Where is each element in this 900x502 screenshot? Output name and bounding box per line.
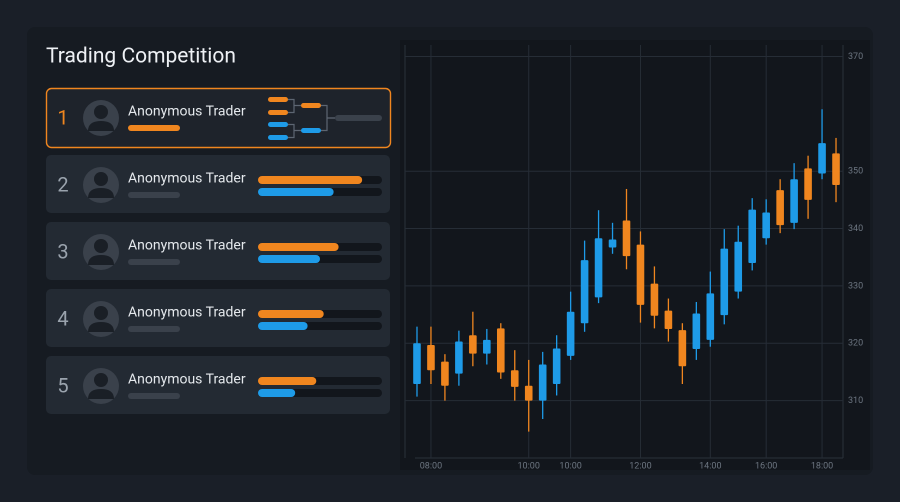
avatar-body: [88, 322, 114, 332]
avatar-head: [94, 306, 108, 320]
candle-body: [664, 310, 673, 329]
candle-body: [650, 283, 659, 316]
candlestick-chart: 310 320 330 340 350 370 08:00 10:00 10:00 12:00 14…: [404, 45, 863, 471]
avatar-body: [88, 188, 114, 198]
rank: 2: [57, 172, 68, 196]
name-underline: [128, 326, 180, 332]
x-tick-label: 14:00: [699, 461, 721, 471]
candle-body: [455, 341, 463, 374]
candle-body: [706, 293, 715, 340]
candle-body: [804, 168, 812, 200]
chart-panel: [400, 40, 870, 470]
candle-body: [552, 348, 561, 385]
row-card: [46, 155, 390, 213]
candle-body: [510, 370, 519, 387]
row-card: [46, 289, 390, 347]
score-bar: [258, 255, 320, 263]
name-underline: [128, 393, 180, 399]
name-underline: [128, 192, 180, 198]
candle-body: [720, 248, 729, 316]
rank: 1: [57, 105, 68, 129]
leaderboard: 1 Anonymous Trader 2 Anonymous Trader 3 Anony…: [45, 87, 392, 414]
candle-body: [636, 244, 645, 305]
candle-body: [441, 361, 449, 386]
rank: 3: [57, 239, 68, 263]
candle-body: [594, 238, 603, 298]
avatar-head: [94, 373, 108, 387]
row-card: [46, 356, 390, 414]
candle-body: [734, 241, 743, 292]
score-bar: [258, 322, 308, 330]
candle-body: [692, 313, 701, 350]
leaderboard-row: 4 Anonymous Trader: [46, 289, 390, 347]
score-bar: [258, 243, 339, 251]
trader-name: Anonymous Trader: [128, 305, 246, 321]
y-tick-label: 330: [848, 281, 863, 291]
rank: 5: [57, 373, 68, 397]
name-underline: [128, 125, 180, 131]
avatar-head: [94, 239, 108, 253]
candle-body: [538, 364, 547, 401]
x-tick-label: 16:00: [755, 461, 777, 471]
score-bar: [258, 310, 324, 318]
score-bar: [258, 176, 363, 184]
x-tick-label: 10:00: [559, 461, 581, 471]
row-card: [46, 222, 390, 280]
x-tick-label: 12:00: [629, 461, 651, 471]
title: Trading Competition: [46, 45, 236, 69]
score-bar: [258, 377, 317, 385]
avatar-body: [88, 255, 114, 265]
candle-body: [483, 339, 491, 354]
avatar-head: [94, 172, 108, 186]
x-tick-label: 08:00: [420, 461, 442, 471]
candle-body: [496, 328, 505, 373]
candle-body: [622, 220, 631, 257]
candle-body: [608, 239, 617, 248]
candle-body: [427, 344, 435, 371]
candle-body: [469, 335, 477, 354]
name-underline: [128, 259, 180, 265]
candle-body: [832, 153, 840, 185]
leaderboard-row: 2 Anonymous Trader: [46, 155, 390, 213]
trader-name: Anonymous Trader: [128, 171, 246, 187]
candle-body: [580, 260, 589, 324]
trader-name: Anonymous Trader: [128, 104, 246, 120]
trader-name: Anonymous Trader: [128, 372, 246, 388]
candle-body: [524, 385, 533, 401]
candle-body: [762, 212, 770, 239]
candle-body: [748, 209, 757, 263]
trader-name: Anonymous Trader: [128, 238, 246, 254]
candle-body: [818, 143, 826, 174]
candle-body: [566, 311, 575, 356]
candle-body: [790, 179, 798, 223]
y-tick-label: 320: [848, 339, 863, 349]
rank: 4: [57, 306, 68, 330]
avatar-body: [88, 121, 114, 131]
x-tick-label: 18:00: [811, 461, 833, 471]
candle-body: [678, 330, 687, 367]
bracket-icon: [268, 97, 382, 140]
candle-body: [776, 190, 784, 226]
leaderboard-row: 5 Anonymous Trader: [46, 356, 390, 414]
y-tick-label: 350: [848, 167, 863, 177]
leaderboard-row: 3 Anonymous Trader: [46, 222, 390, 280]
y-tick-label: 340: [848, 224, 863, 234]
x-tick-label: 10:00: [518, 461, 540, 471]
y-tick-label: 310: [848, 396, 863, 406]
avatar-body: [88, 389, 114, 399]
score-bar: [258, 389, 296, 397]
avatar-head: [94, 105, 108, 119]
score-bar: [258, 188, 334, 196]
y-tick-label: 370: [848, 52, 863, 62]
candle-body: [413, 343, 421, 385]
